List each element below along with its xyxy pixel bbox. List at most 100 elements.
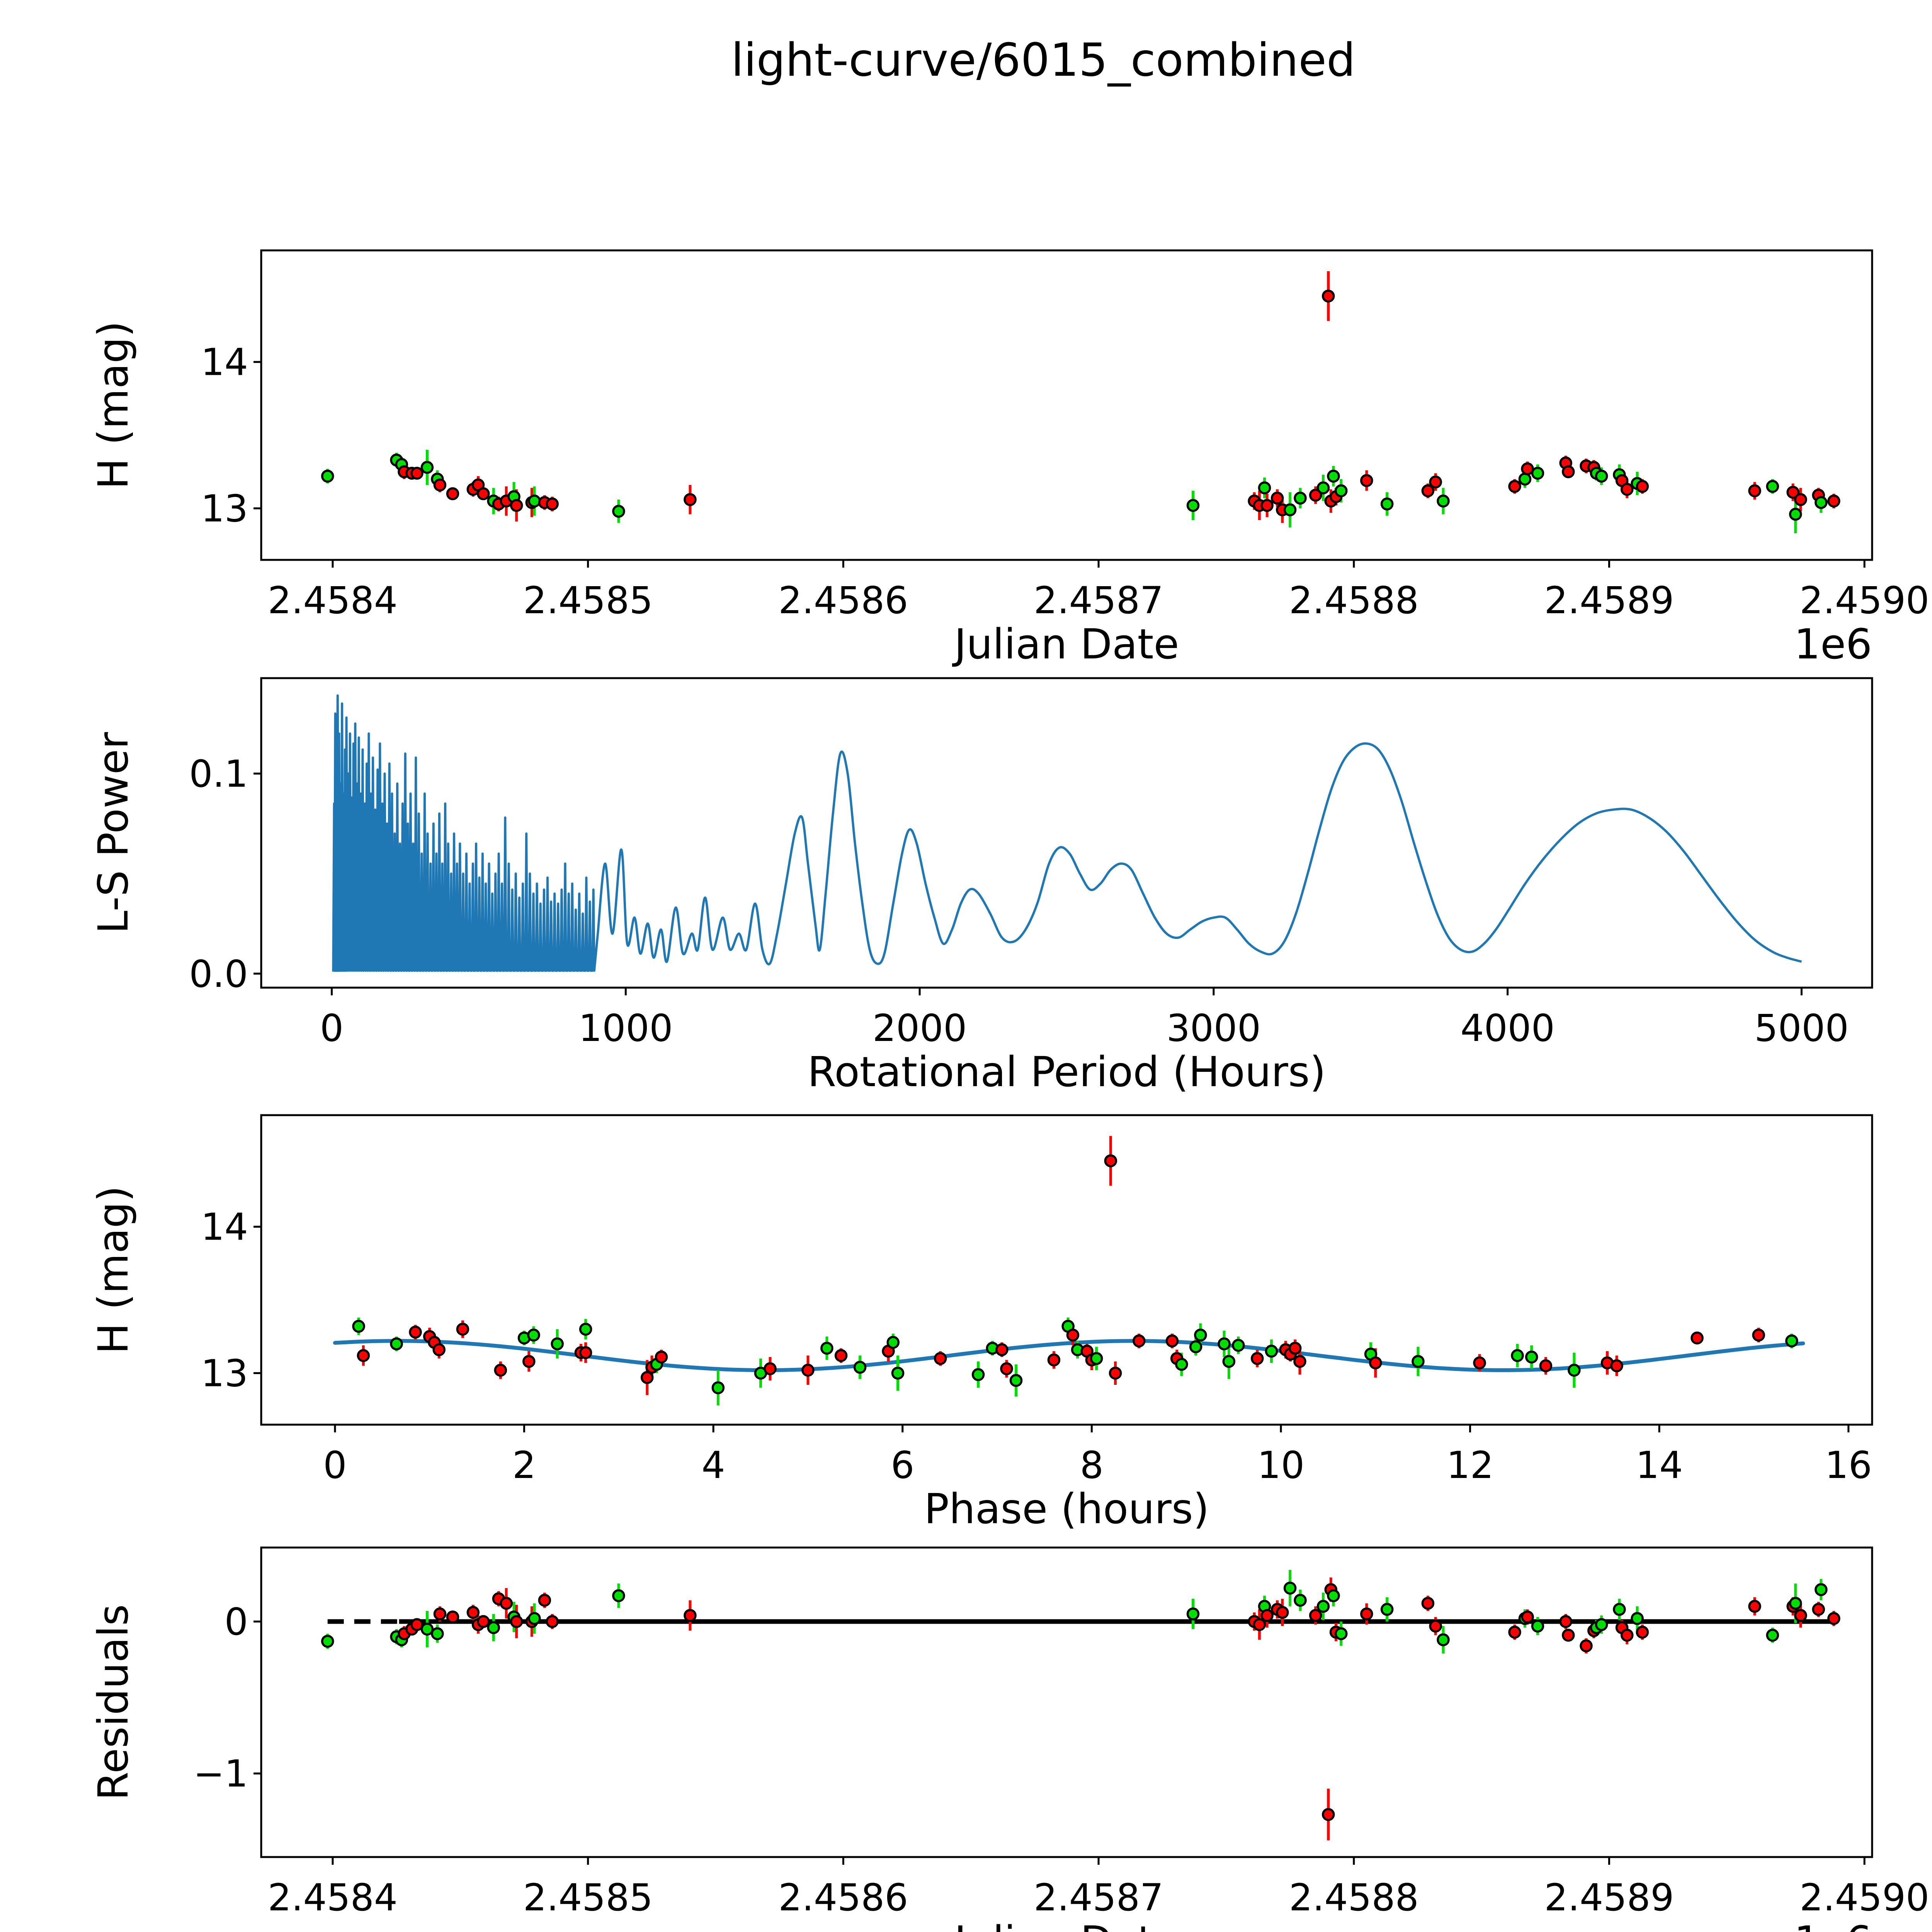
residuals-point	[1260, 1609, 1274, 1622]
residuals-point	[510, 1615, 523, 1628]
phase-point	[1412, 1355, 1425, 1368]
residuals-point	[1186, 1607, 1200, 1621]
jd-magnitude-ytick-label-0: 13	[201, 487, 248, 531]
jd-magnitude-point	[546, 497, 559, 511]
jd-magnitude-ytick-label-1: 14	[201, 341, 248, 384]
jd-magnitude-point	[420, 461, 434, 474]
jd-magnitude-point	[1360, 474, 1373, 487]
residuals-point	[684, 1609, 697, 1622]
phase-point	[1090, 1352, 1103, 1365]
periodogram-xtick-label-3: 3000	[1167, 1007, 1261, 1050]
jd-magnitude-point	[1258, 481, 1271, 495]
residuals-point	[528, 1612, 541, 1625]
residuals-point	[1531, 1619, 1544, 1633]
jd-magnitude-xtick-label-3: 2.4587	[1034, 579, 1163, 622]
phase-point	[494, 1364, 507, 1377]
jd-magnitude-point	[1270, 492, 1284, 505]
jd-magnitude-point	[510, 499, 523, 512]
phase-point	[1047, 1353, 1061, 1367]
phase-point	[1251, 1352, 1264, 1365]
jd-magnitude-point	[446, 487, 459, 500]
residuals-point	[321, 1634, 334, 1648]
residuals-point	[477, 1615, 490, 1628]
phase-point	[1066, 1328, 1080, 1342]
phase-point	[551, 1337, 564, 1350]
periodogram-xtick-label-2: 2000	[872, 1007, 967, 1050]
phase-point	[1511, 1349, 1524, 1362]
periodogram-xtick-label-1: 1000	[578, 1007, 673, 1050]
jd-magnitude-point	[1620, 483, 1634, 496]
residuals-point	[1437, 1633, 1450, 1646]
jd-magnitude-point	[1283, 503, 1297, 517]
phase-ytick-label-1: 14	[201, 1206, 248, 1249]
residuals-point	[538, 1594, 551, 1607]
periodogram-axes-box	[260, 677, 1873, 989]
jd-magnitude-point	[1321, 289, 1335, 303]
panel-periodogram: 0 1000 2000 3000 4000 5000 0.0 0.1 Rotational Pe…	[90, 677, 1873, 1096]
residuals-point	[546, 1615, 559, 1628]
phase-point	[655, 1350, 668, 1364]
figure-title: light-curve/6015_combined	[731, 33, 1355, 87]
residuals-point	[1631, 1612, 1644, 1625]
jd-magnitude-point	[1294, 492, 1307, 505]
residuals-point	[1508, 1626, 1521, 1639]
phase-point	[820, 1342, 833, 1355]
periodogram-xlabel: Rotational Period (Hours)	[808, 1048, 1326, 1096]
jd-magnitude-point	[1421, 484, 1435, 497]
phase-point	[641, 1371, 654, 1384]
jd-magnitude-point	[1334, 484, 1348, 497]
residuals-point	[1636, 1626, 1649, 1639]
jd-magnitude-point	[1518, 473, 1532, 486]
phase-point	[1525, 1350, 1538, 1364]
jd-magnitude-point	[1827, 494, 1840, 508]
phase-data	[352, 1136, 1798, 1405]
jd-magnitude-point	[684, 493, 697, 506]
phase-xtick-label-4: 8	[1080, 1444, 1104, 1487]
phase-point	[711, 1381, 725, 1395]
residuals-ylabel: Residuals	[90, 1604, 138, 1801]
jd-magnitude-point	[1636, 480, 1649, 493]
jd-magnitude-point	[1786, 486, 1799, 499]
jd-magnitude-point	[612, 505, 625, 518]
phase-point	[1293, 1355, 1306, 1368]
phase-point	[995, 1343, 1009, 1356]
jd-magnitude-point	[1429, 475, 1442, 489]
phase-point	[1165, 1334, 1179, 1348]
periodogram-xtick-label-5: 5000	[1754, 1007, 1849, 1050]
phase-point	[456, 1323, 469, 1336]
phase-point	[527, 1328, 540, 1342]
phase-point	[1222, 1355, 1236, 1368]
phase-xtick-label-3: 6	[891, 1444, 914, 1487]
residuals-point	[1294, 1594, 1307, 1607]
phase-point	[891, 1366, 905, 1380]
residuals-point	[1789, 1597, 1802, 1610]
phase-xtick-label-2: 4	[702, 1444, 725, 1487]
jd-magnitude-point	[1794, 493, 1807, 506]
phase-point	[1288, 1342, 1302, 1355]
phase-point	[1218, 1337, 1231, 1350]
residuals-xtick-label-0: 2.4584	[268, 1876, 398, 1919]
residuals-point	[420, 1622, 434, 1636]
jd-magnitude-point	[1562, 465, 1575, 478]
residuals-point	[1309, 1609, 1322, 1622]
jd-magnitude-point	[1531, 466, 1544, 480]
residuals-point	[487, 1621, 500, 1634]
phase-ytick-label-0: 13	[201, 1352, 248, 1395]
residuals-point	[1580, 1639, 1593, 1653]
residuals-xtick-label-4: 2.4588	[1289, 1876, 1419, 1919]
phase-point	[1752, 1328, 1765, 1342]
periodogram-ytick-label-1: 0.1	[189, 752, 248, 796]
phase-point	[971, 1368, 985, 1381]
phase-axes-box	[260, 1114, 1873, 1426]
residuals-point	[1812, 1603, 1825, 1616]
periodogram-line	[332, 694, 1802, 972]
phase-point	[409, 1325, 422, 1339]
phase-point	[1194, 1328, 1207, 1342]
jd-magnitude-xtick-label-6: 2.4590	[1799, 579, 1929, 622]
residuals-xlabel: Julian Date	[952, 1918, 1179, 1932]
phase-point	[934, 1352, 947, 1365]
residuals-point	[446, 1610, 459, 1624]
periodogram-xtick-label-0: 0	[320, 1007, 344, 1050]
jd-magnitude-point	[1437, 494, 1450, 508]
